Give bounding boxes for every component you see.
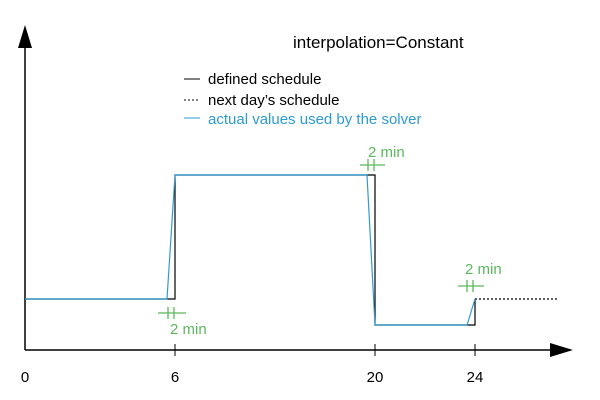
duration-marker-24 xyxy=(458,280,484,292)
x-tick-label: 6 xyxy=(171,369,179,386)
diagram-title: interpolation=Constant xyxy=(293,33,464,52)
y-axis-arrow xyxy=(18,25,32,48)
duration-label-6: 2 min xyxy=(170,321,207,338)
legend-label-solver: actual values used by the solver xyxy=(208,111,421,128)
duration-marker-20 xyxy=(360,159,385,171)
x-tick-label: 0 xyxy=(21,369,29,386)
x-tick-label: 24 xyxy=(467,369,484,386)
defined-schedule-line xyxy=(25,174,476,326)
legend-label-next-day: next day’s schedule xyxy=(208,92,339,109)
duration-label-24: 2 min xyxy=(465,261,502,278)
legend: defined schedule next day’s schedule act… xyxy=(184,71,421,128)
duration-label-20: 2 min xyxy=(368,144,405,161)
legend-label-defined: defined schedule xyxy=(208,71,321,88)
duration-marker-6 xyxy=(158,307,186,319)
x-axis-arrow xyxy=(550,343,573,357)
solver-values-line xyxy=(25,174,476,326)
x-tick-label: 20 xyxy=(367,369,384,386)
